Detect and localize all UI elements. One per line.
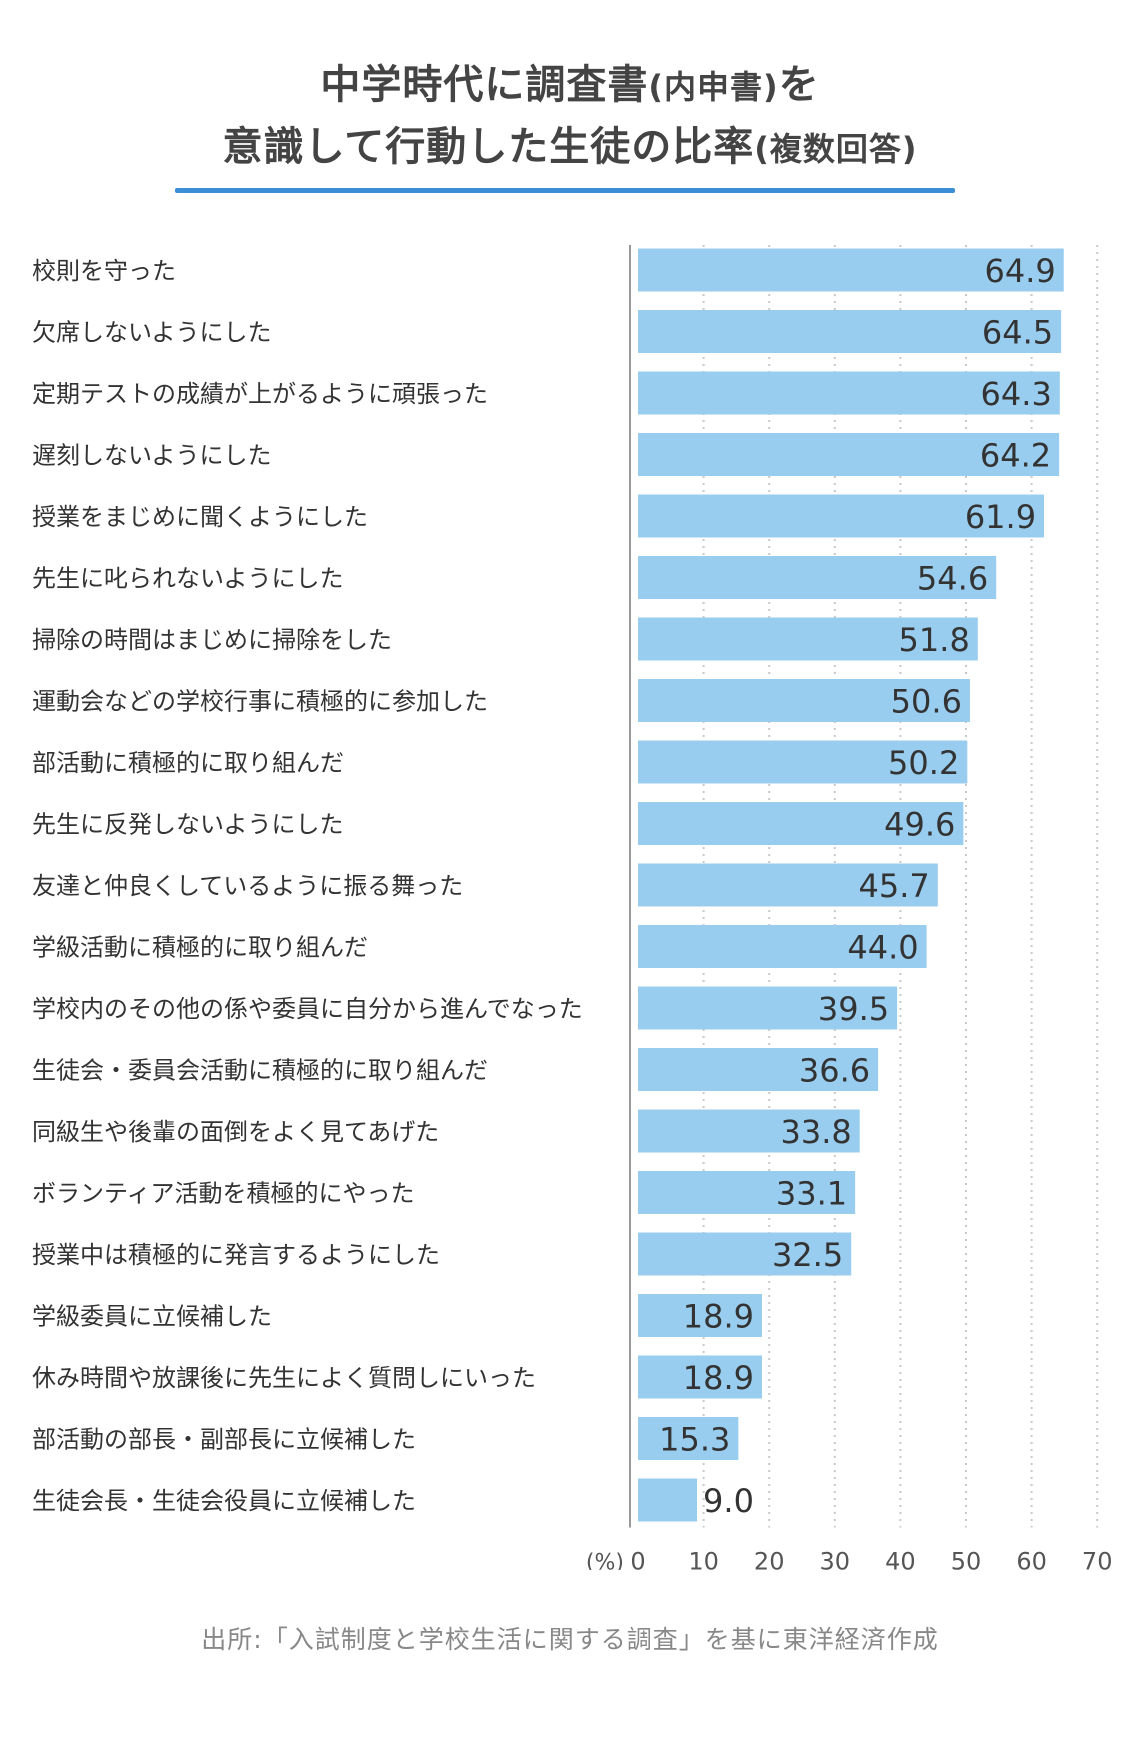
value-label: 50.2 <box>888 744 959 782</box>
value-label: 36.6 <box>799 1052 870 1090</box>
category-label: 定期テストの成績が上がるように頑張った <box>32 380 488 408</box>
bar <box>638 494 1045 538</box>
x-tick-label: 20 <box>754 1548 785 1571</box>
title-underline <box>175 188 955 193</box>
bar <box>638 310 1062 353</box>
value-label: 9.0 <box>703 1482 754 1520</box>
category-label: 生徒会長・生徒会役員に立候補した <box>32 1487 416 1515</box>
bar <box>638 371 1060 415</box>
x-tick-label: 60 <box>1016 1548 1047 1571</box>
value-label: 15.3 <box>659 1421 730 1459</box>
value-label: 39.5 <box>818 990 889 1028</box>
value-label: 54.6 <box>917 560 988 598</box>
category-label: 部活動に積極的に取り組んだ <box>32 749 344 777</box>
category-label: 授業をまじめに聞くようにした <box>32 503 368 531</box>
bar <box>638 1232 852 1276</box>
category-label: 休み時間や放課後に先生によく質問しにいった <box>32 1364 536 1392</box>
bar <box>638 1048 879 1091</box>
bar <box>638 925 927 968</box>
x-tick-label: 0 <box>630 1548 645 1571</box>
x-tick-label: 30 <box>820 1548 851 1571</box>
bar <box>638 1417 739 1460</box>
bar <box>638 1171 856 1214</box>
bar <box>638 556 997 599</box>
category-label: 先生に叱られないようにした <box>32 565 344 593</box>
value-label: 61.9 <box>965 498 1036 536</box>
category-label: 運動会などの学校行事に積極的に参加した <box>32 688 488 716</box>
category-label: 同級生や後輩の面倒をよく見てあげた <box>32 1118 439 1146</box>
value-label: 44.0 <box>847 929 918 967</box>
title-line-1: 中学時代に調査書(内申書)を <box>0 55 1140 117</box>
category-label: 校則を守った <box>32 257 176 285</box>
bar <box>638 1294 762 1337</box>
category-label: 先生に反発しないようにした <box>32 811 344 839</box>
category-label: 学級委員に立候補した <box>32 1303 272 1331</box>
category-label: 友達と仲良くしているように振る舞った <box>32 872 463 900</box>
title-line-1-paren: (内申書) <box>648 68 779 106</box>
category-label: 生徒会・委員会活動に積極的に取り組んだ <box>32 1057 488 1085</box>
bar <box>638 679 970 722</box>
bar <box>638 986 898 1030</box>
x-tick-label: 40 <box>885 1548 916 1571</box>
x-unit-label: (%) <box>586 1551 624 1571</box>
x-tick-label: 50 <box>951 1548 982 1571</box>
value-label: 50.6 <box>891 683 962 721</box>
title-line-2-paren: (複数回答) <box>754 130 918 168</box>
category-label: 学級活動に積極的に取り組んだ <box>32 934 368 962</box>
category-label: 遅刻しないようにした <box>32 442 272 470</box>
bar <box>638 248 1064 292</box>
category-label: 授業中は積極的に発言するようにした <box>32 1241 440 1269</box>
category-label: 掃除の時間はまじめに掃除をした <box>32 626 392 654</box>
bar <box>638 1109 860 1153</box>
value-label: 18.9 <box>683 1359 754 1397</box>
category-label: 欠席しないようにした <box>32 319 272 347</box>
bar <box>638 1355 762 1399</box>
x-tick-label: 10 <box>688 1548 719 1571</box>
chart-title: 中学時代に調査書(内申書)を 意識して行動した生徒の比率(複数回答) <box>0 55 1140 179</box>
value-label: 64.3 <box>981 375 1052 413</box>
value-label: 64.2 <box>980 437 1051 475</box>
bar-chart: 校則を守った 64.9 欠席しないようにした 64.5 定期テストの成績が上がるように頑… <box>32 245 1113 1571</box>
value-label: 33.8 <box>780 1113 851 1151</box>
category-label: 部活動の部長・副部長に立候補した <box>32 1426 416 1454</box>
title-line-2-main: 意識して行動した生徒の比率 <box>222 124 755 170</box>
value-label: 33.1 <box>776 1175 847 1213</box>
bar <box>638 802 964 845</box>
category-label: ボランティア活動を積極的にやった <box>32 1180 415 1208</box>
value-label: 32.5 <box>772 1236 843 1274</box>
bar <box>638 617 978 661</box>
source-note: 出所:「入試制度と学校生活に関する調査」を基に東洋経済作成 <box>201 1625 939 1654</box>
bar <box>638 863 938 907</box>
bar <box>638 740 968 784</box>
bar <box>638 433 1060 476</box>
value-label: 18.9 <box>683 1298 754 1336</box>
title-line-2: 意識して行動した生徒の比率(複数回答) <box>0 117 1140 179</box>
title-line-1-tail: を <box>778 62 820 108</box>
value-label: 49.6 <box>884 806 955 844</box>
value-label: 51.8 <box>899 621 970 659</box>
title-line-1-main: 中学時代に調査書 <box>320 62 649 108</box>
x-tick-label: 70 <box>1082 1548 1113 1571</box>
value-label: 64.9 <box>984 252 1055 290</box>
value-label: 45.7 <box>859 867 930 905</box>
bar <box>638 1478 698 1522</box>
category-label: 学校内のその他の係や委員に自分から進んでなった <box>32 995 583 1023</box>
value-label: 64.5 <box>982 314 1053 352</box>
